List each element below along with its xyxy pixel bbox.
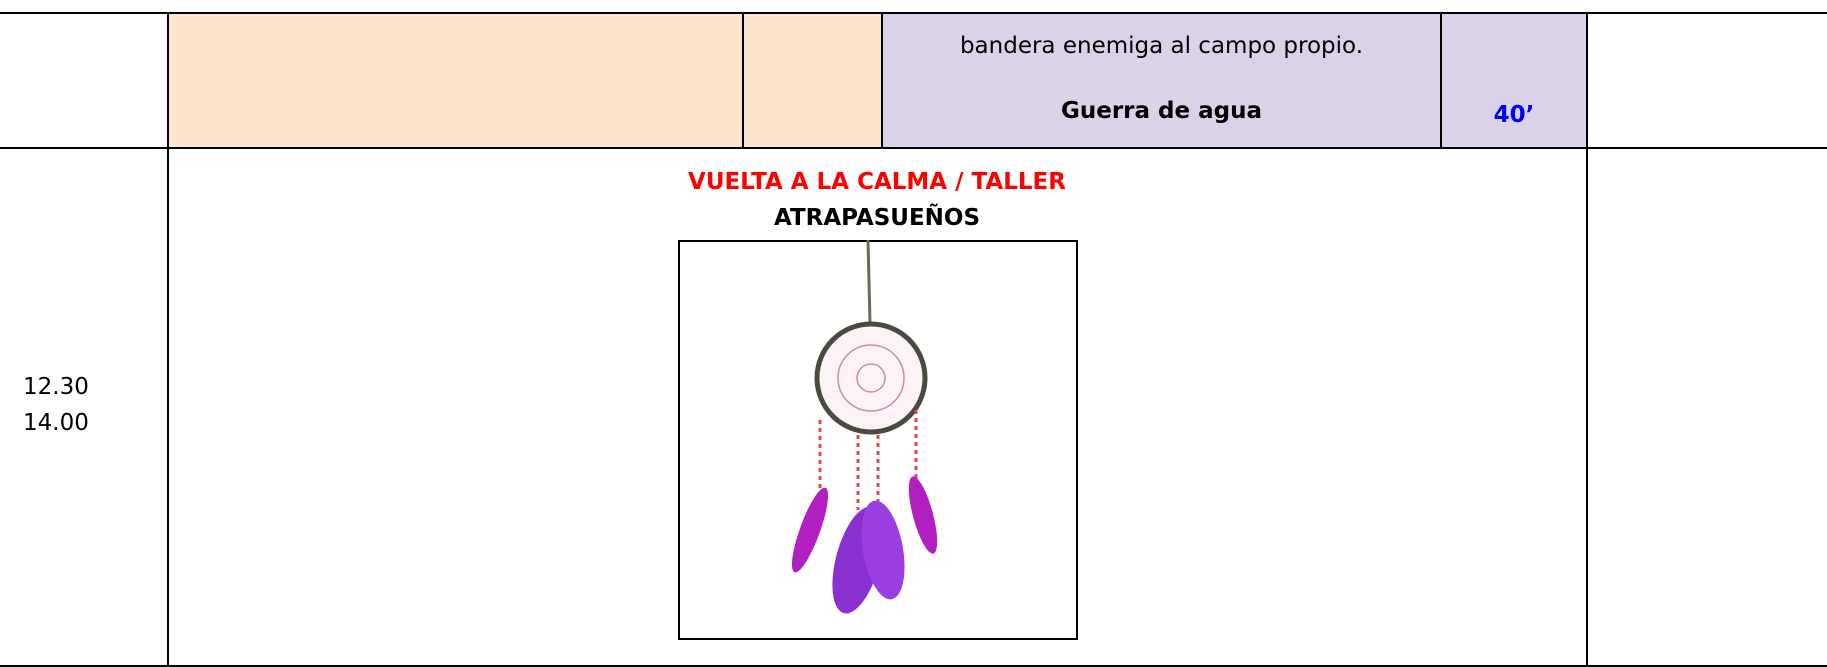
cell — [1586, 147, 1827, 667]
subheading: ATRAPASUEÑOS — [773, 205, 981, 231]
heading: VUELTA A LA CALMA / TALLER — [688, 169, 1066, 195]
duration: 40’ — [1493, 102, 1535, 128]
cell — [0, 12, 169, 149]
time: 12.30 — [23, 374, 89, 400]
time: 14.00 — [23, 410, 89, 436]
text: bandera enemiga al campo propio. — [959, 33, 1364, 59]
cell — [167, 12, 744, 149]
activity: Guerra de agua — [1060, 98, 1262, 124]
cell — [1586, 12, 1827, 149]
cell — [1440, 12, 1588, 149]
dreamcatcher-image — [678, 240, 1078, 640]
cell — [742, 12, 883, 149]
cell — [0, 147, 169, 667]
cell — [881, 12, 1442, 149]
